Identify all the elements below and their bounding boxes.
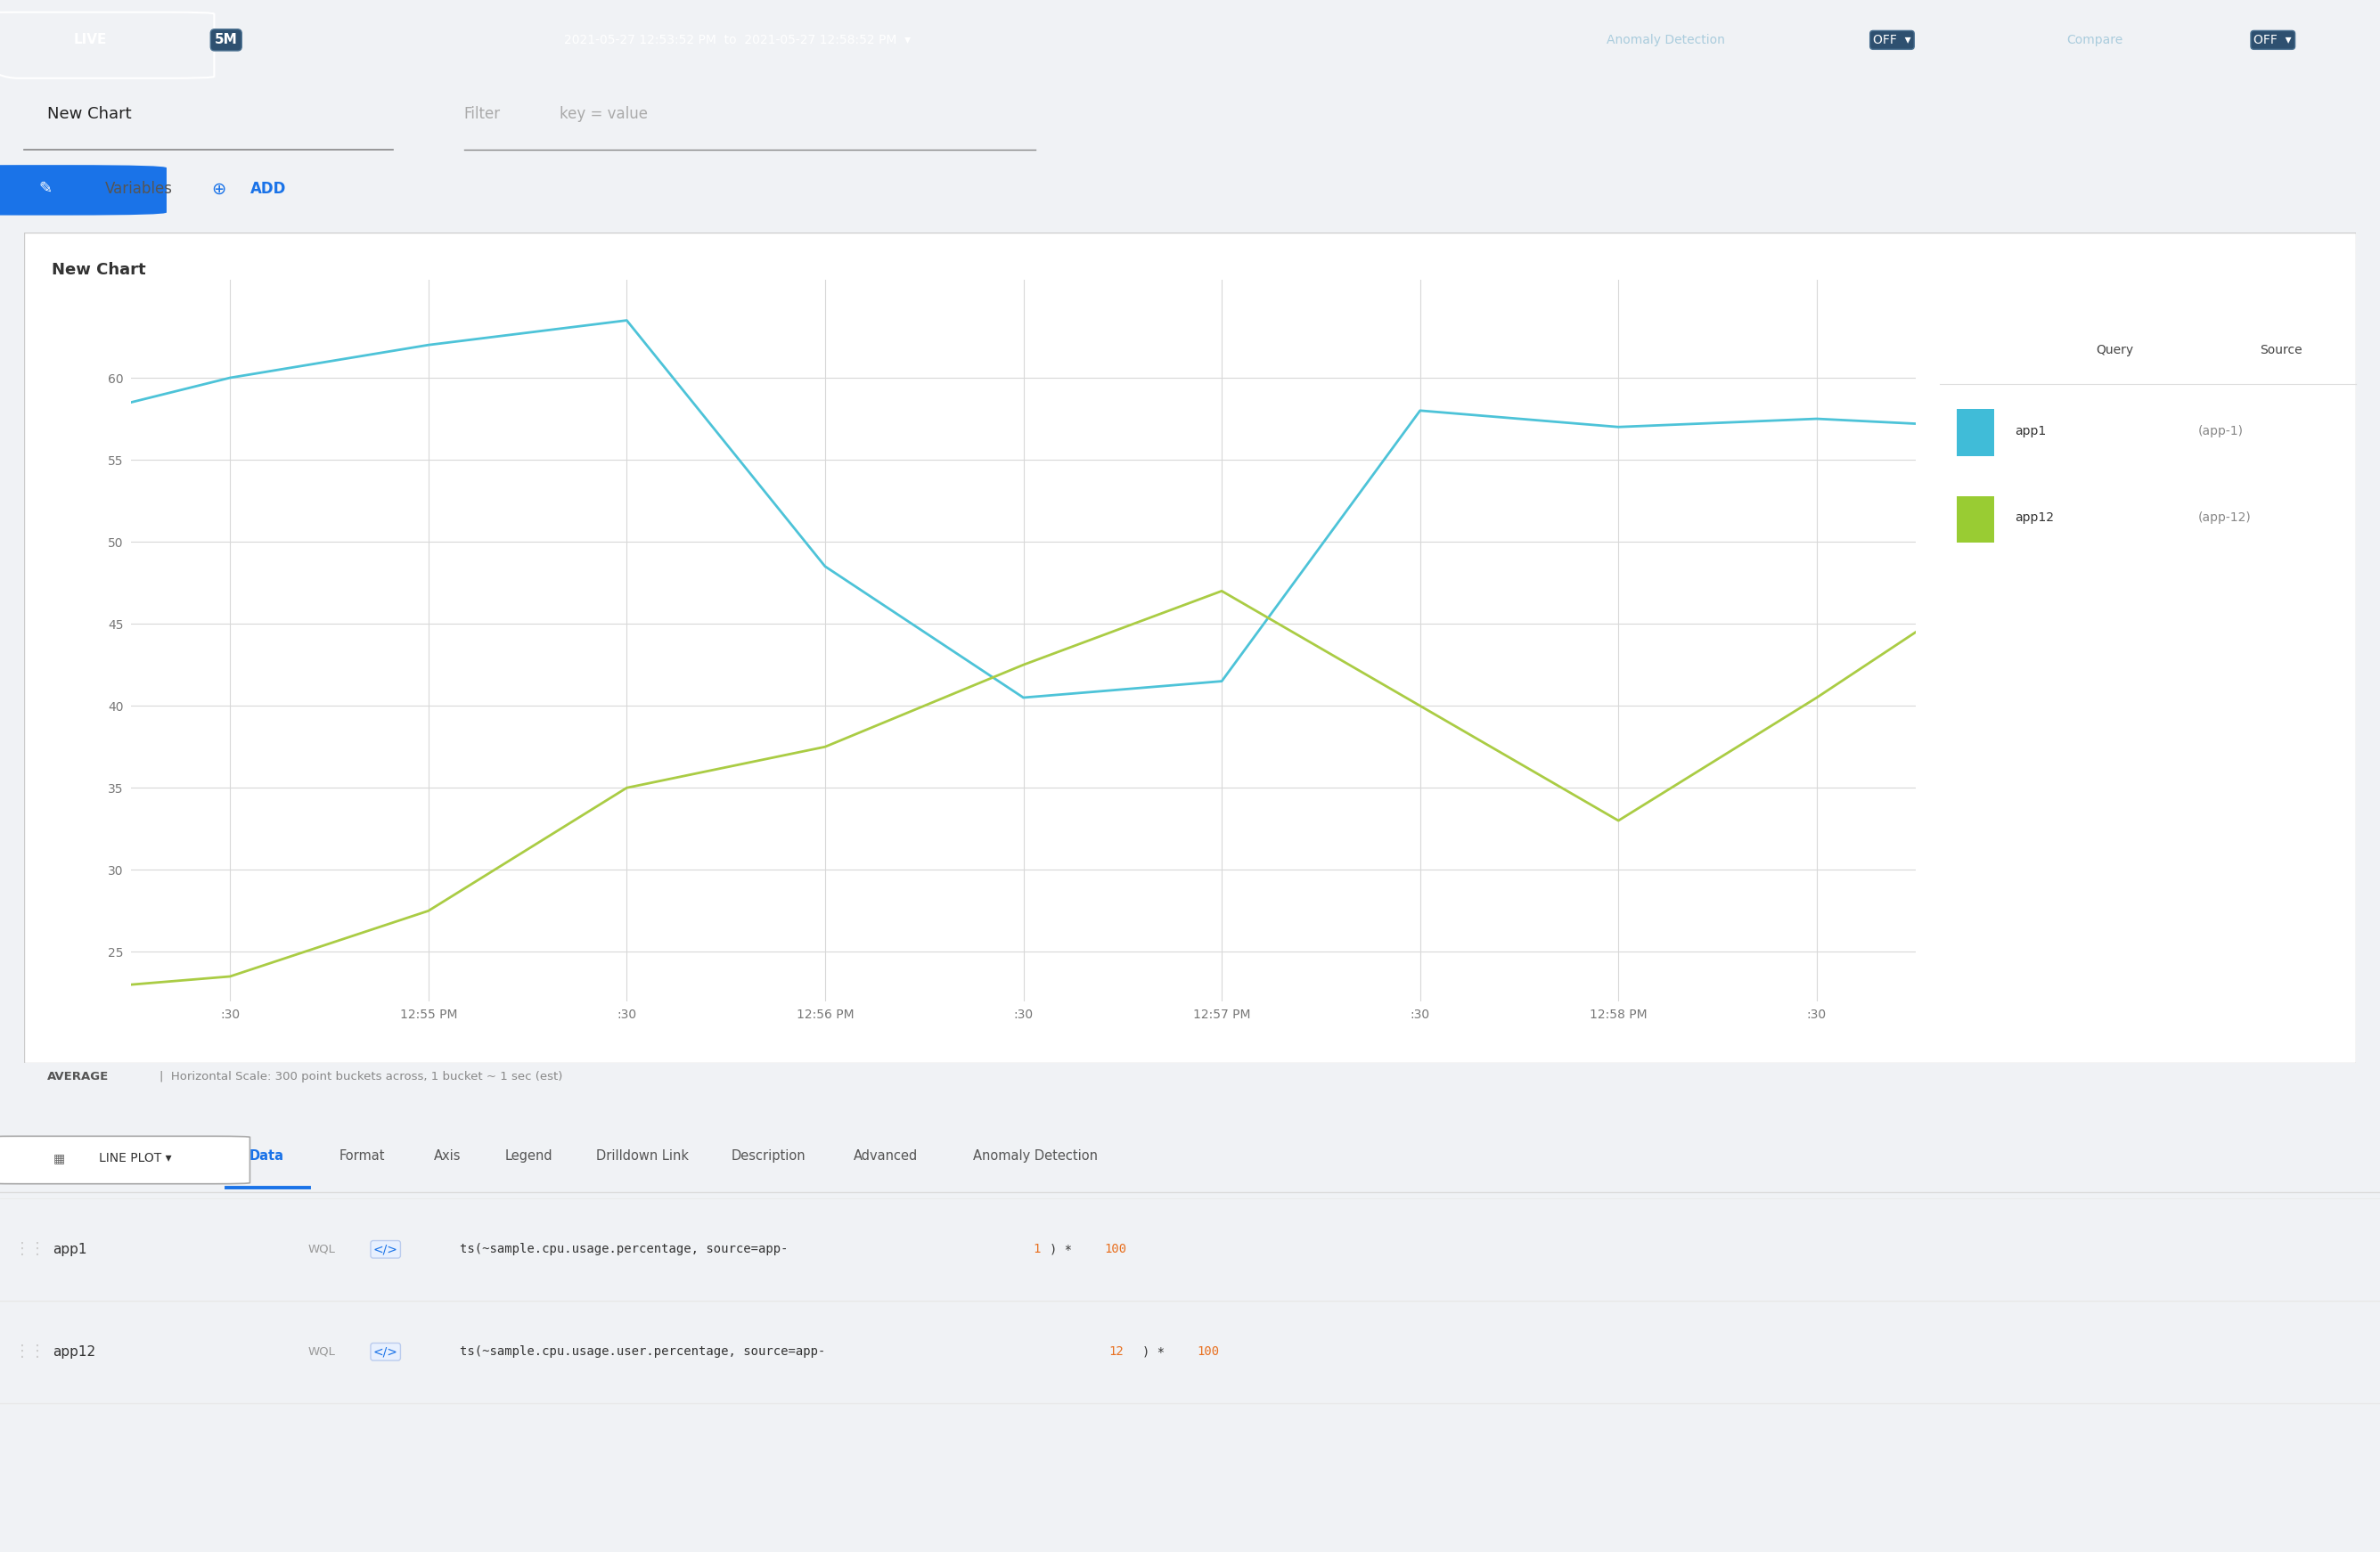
Text: |  Horizontal Scale: 300 point buckets across, 1 bucket ~ 1 sec (est): | Horizontal Scale: 300 point buckets ac… [159,1071,562,1083]
Text: Source: Source [2261,345,2301,357]
Text: ) *: ) * [1050,1243,1081,1256]
Text: New Chart: New Chart [48,106,131,123]
Text: ▦: ▦ [55,1152,64,1164]
Text: Variables: Variables [105,180,171,197]
Text: New Chart: New Chart [52,262,145,278]
Text: Drilldown Link: Drilldown Link [597,1150,688,1162]
Text: 5M: 5M [214,33,238,47]
Text: Anomaly Detection: Anomaly Detection [973,1150,1097,1162]
Text: </>: </> [374,1346,397,1358]
Text: 12: 12 [1109,1346,1123,1358]
Bar [1956,410,1994,456]
Text: 100: 100 [1197,1346,1219,1358]
Text: Compare: Compare [2066,34,2123,47]
Text: app12: app12 [2013,511,2054,523]
Text: LIVE: LIVE [74,33,107,47]
Text: 1: 1 [1033,1243,1040,1256]
Text: 2021-05-27 12:53:52 PM  to  2021-05-27 12:58:52 PM  ▾: 2021-05-27 12:53:52 PM to 2021-05-27 12:… [564,34,912,47]
Text: OFF  ▾: OFF ▾ [2254,34,2292,47]
Text: 100: 100 [1104,1243,1126,1256]
Text: WQL: WQL [307,1243,336,1256]
Text: Advanced: Advanced [852,1150,919,1162]
Text: Filter: Filter [464,106,500,123]
Text: app1: app1 [52,1243,86,1256]
Bar [1956,497,1994,543]
Text: ts(~sample.cpu.usage.user.percentage, source=app-: ts(~sample.cpu.usage.user.percentage, so… [459,1346,826,1358]
Text: ⋮⋮: ⋮⋮ [14,1344,45,1360]
Text: app1: app1 [2013,425,2047,438]
FancyBboxPatch shape [0,1136,250,1184]
Text: ts(~sample.cpu.usage.percentage, source=app-: ts(~sample.cpu.usage.percentage, source=… [459,1243,788,1256]
Text: (app-12): (app-12) [2199,511,2251,523]
Text: (app-1): (app-1) [2199,425,2244,438]
Text: OFF  ▾: OFF ▾ [1873,34,1911,47]
Text: key = value: key = value [559,106,647,123]
Text: ⊕: ⊕ [212,180,226,197]
Text: Description: Description [731,1150,807,1162]
Text: WQL: WQL [307,1346,336,1358]
Text: Format: Format [338,1150,386,1162]
Text: ) *: ) * [1142,1346,1173,1358]
Text: Anomaly Detection: Anomaly Detection [1607,34,1726,47]
Text: Query: Query [2097,345,2132,357]
Text: ⋮⋮: ⋮⋮ [14,1242,45,1257]
Text: Data: Data [250,1150,283,1162]
Text: Legend: Legend [505,1150,552,1162]
FancyBboxPatch shape [24,233,2356,1063]
Text: ✎: ✎ [38,180,52,197]
Text: ADD: ADD [250,180,286,197]
Text: LINE PLOT ▾: LINE PLOT ▾ [100,1152,171,1164]
Text: </>: </> [374,1243,397,1256]
Text: AVERAGE: AVERAGE [48,1071,109,1083]
FancyBboxPatch shape [0,165,167,216]
Text: Axis: Axis [433,1150,462,1162]
Text: app12: app12 [52,1346,95,1358]
